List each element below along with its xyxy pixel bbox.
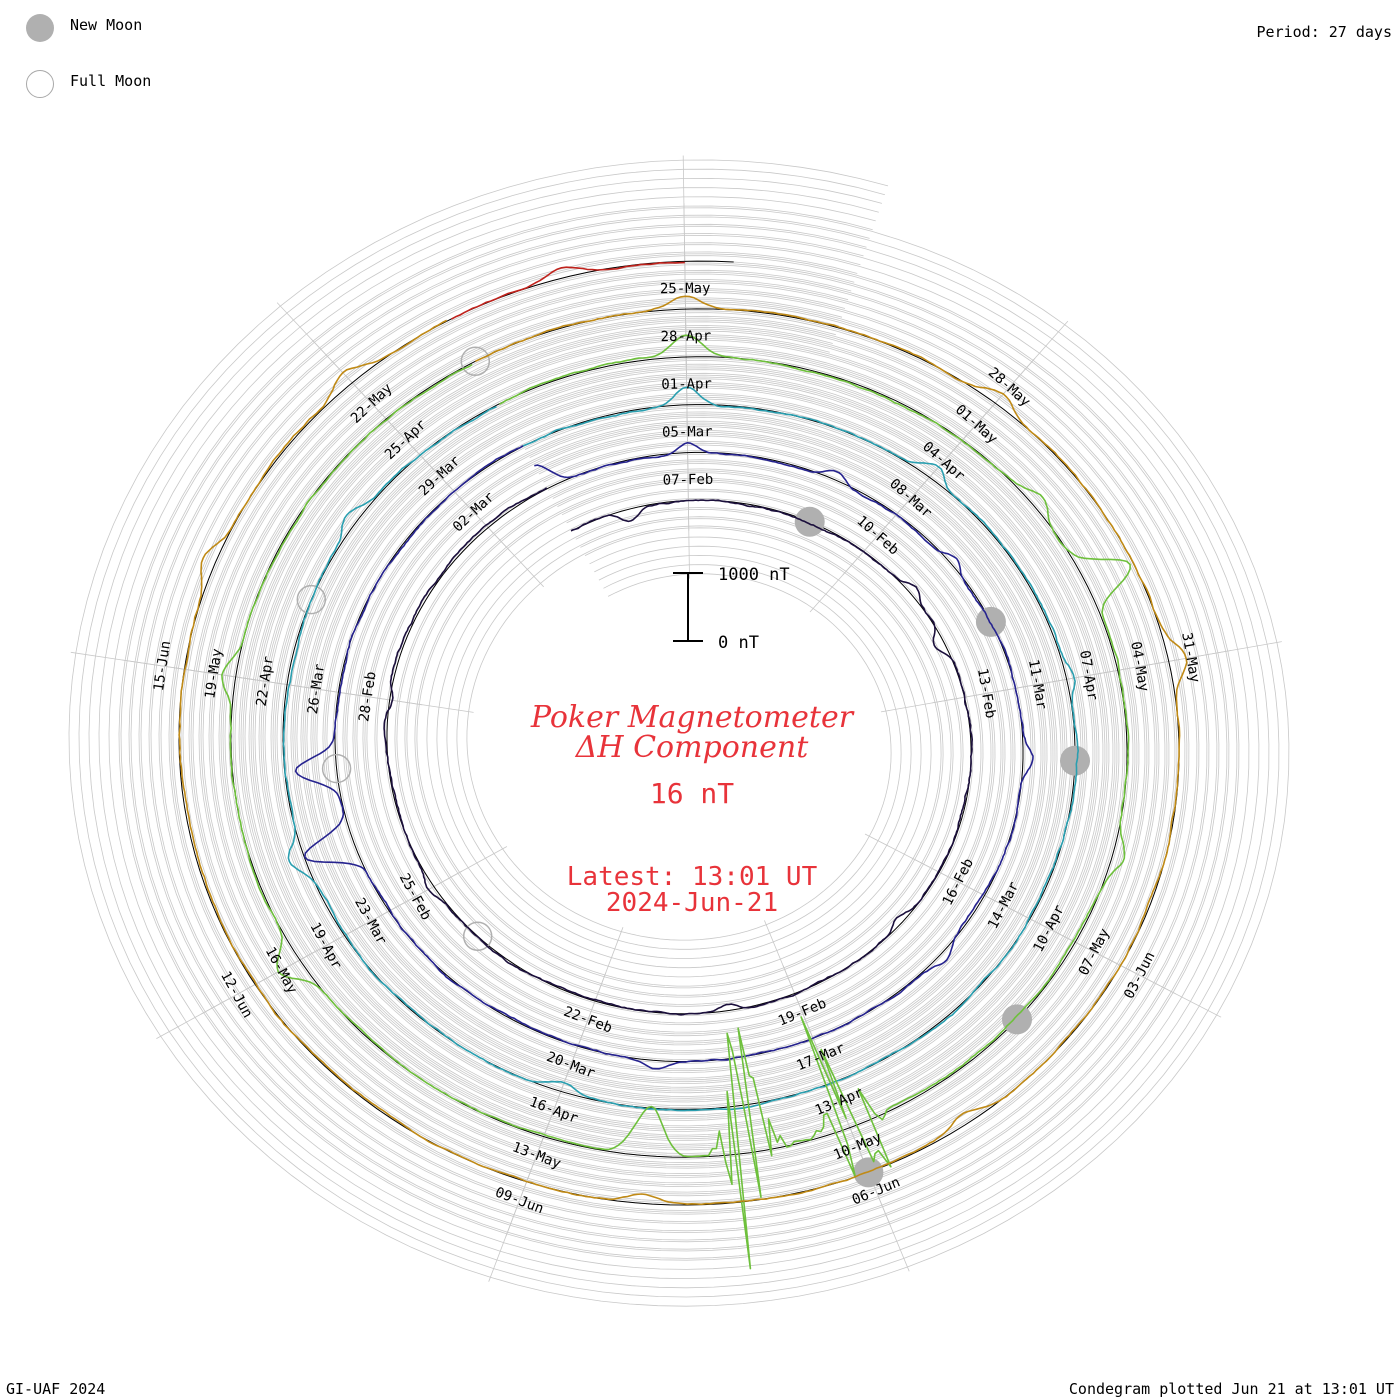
new-moon-marker [1060,745,1090,776]
new-moon-marker [794,506,825,537]
grid-ring [258,334,1100,1132]
grid-ring [218,297,1140,1169]
date-label: 26-Mar [305,663,328,715]
period-label: Period: 27 days [1256,23,1392,41]
scale-bar: 1000 nT 0 nT [673,565,790,653]
series-trace [178,295,1188,1206]
full-moon-marker [462,921,493,952]
series-trace [383,487,973,1016]
new-moon-marker [1002,1004,1032,1035]
title-line-2: ΔH Component [575,730,809,765]
date-label: 02-Mar [450,489,498,535]
series-trace [221,334,1131,1270]
grid-ring [248,325,1110,1142]
title-line-1: Poker Magnetometer [530,700,855,735]
new-moon-label: New Moon [70,16,143,34]
grid-ring [88,177,1270,1289]
data-traces [178,261,1188,1270]
scale-bottom-label: 0 nT [718,633,759,653]
date-label: 19-May [202,648,225,700]
grid-ring [128,214,1230,1252]
grid-ring [158,242,1200,1224]
grid-spoke [682,155,687,340]
full-moon-label: Full Moon [70,72,152,90]
date-label: 15-Jun [151,640,174,692]
full-moon-marker [460,346,491,377]
grid-ring [118,205,1240,1261]
date-label: 28-Apr [660,328,711,345]
grid-ring [168,251,1190,1215]
grid-ring [68,159,1290,1307]
grid-ring [238,315,1120,1151]
date-label: 07-Feb [663,472,714,489]
new-moon-icon [26,14,54,42]
date-label: 01-Apr [661,376,712,393]
full-moon-marker [321,753,352,784]
center-title: Poker Magnetometer ΔH Component 16 nT La… [530,700,855,918]
new-moon-marker [975,606,1006,637]
grid-ring [188,269,1170,1197]
date-label: 22-Apr [254,655,277,707]
full-moon-marker [296,584,327,615]
grid-ring [208,288,1150,1178]
grid-ring [228,306,1130,1160]
grid-ring [78,168,1280,1298]
grid-ring [198,279,1160,1188]
date-label: 05-Mar [662,424,713,441]
grid-ring [138,223,1220,1243]
full-moon-icon [26,70,54,98]
credit-label: GI-UAF 2024 [6,1380,106,1398]
grid-ring [148,233,1210,1234]
date-label: 28-Feb [356,671,379,723]
series-trace [282,386,1079,1112]
series-trace [294,442,1034,1070]
latest-date: 2024-Jun-21 [606,888,778,918]
series-trace [451,261,685,320]
scale-top-label: 1000 nT [718,565,790,585]
date-label: 25-May [660,281,711,298]
current-value: 16 nT [650,777,734,810]
latest-time: Latest: 13:01 UT [567,862,818,892]
plotted-label: Condegram plotted Jun 21 at 13:01 UT [1068,1380,1394,1398]
date-label: 03-Jun [1121,949,1158,1001]
